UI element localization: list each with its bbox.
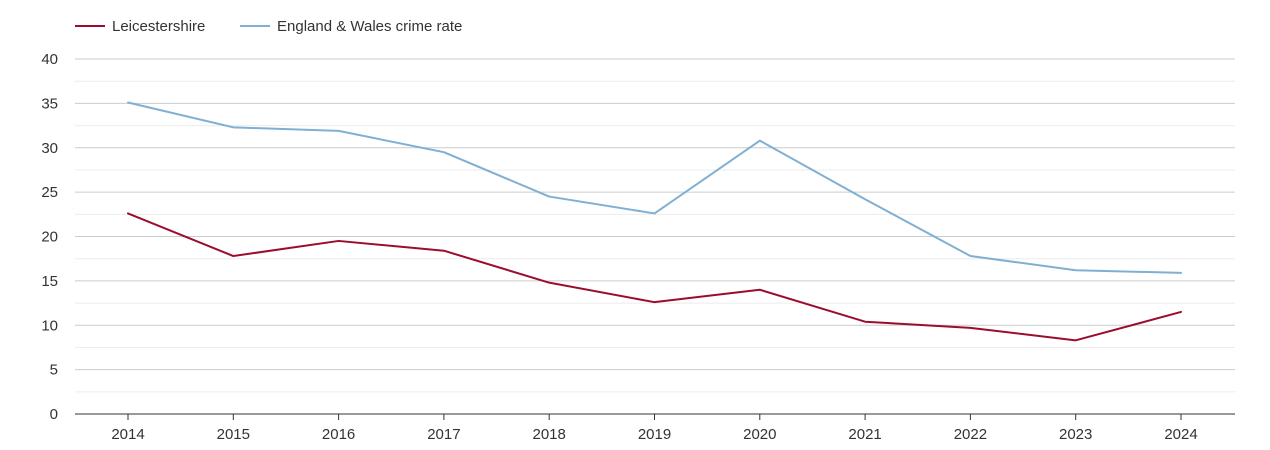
y-tick-label-25: 25 <box>41 184 58 201</box>
x-tick-label-2020: 2020 <box>743 426 776 443</box>
legend-label-leicestershire: Leicestershire <box>112 18 205 35</box>
y-tick-label-0: 0 <box>50 406 58 423</box>
x-tick-label-2022: 2022 <box>954 426 987 443</box>
legend-label-england-wales: England & Wales crime rate <box>277 18 462 35</box>
y-tick-label-15: 15 <box>41 273 58 290</box>
x-axis: 2014 2015 2016 2017 2018 2019 2020 2021 2022 2023… <box>75 413 1235 443</box>
y-tick-label-20: 20 <box>41 229 58 246</box>
x-tick-label-2019: 2019 <box>638 426 671 443</box>
x-tick-label-2024: 2024 <box>1164 426 1197 443</box>
y-tick-label-10: 10 <box>41 317 58 334</box>
series-line-leicestershire <box>127 212 1182 342</box>
x-tick-label-2023: 2023 <box>1059 426 1092 443</box>
x-tick-label-2016: 2016 <box>322 426 355 443</box>
y-tick-label-5: 5 <box>50 362 58 379</box>
y-tick-label-30: 30 <box>41 140 58 157</box>
y-axis: 0 5 10 15 20 25 30 35 40 <box>41 51 58 423</box>
x-tick-label-2015: 2015 <box>217 426 250 443</box>
y-tick-label-35: 35 <box>41 95 58 112</box>
y-tick-label-40: 40 <box>41 51 58 68</box>
x-tick-label-2014: 2014 <box>111 426 144 443</box>
legend: Leicestershire England & Wales crime rat… <box>75 18 462 35</box>
series-line-england-wales-crime-rate <box>127 101 1182 274</box>
x-tick-label-2017: 2017 <box>427 426 460 443</box>
x-tick-label-2021: 2021 <box>848 426 881 443</box>
gridlines <box>75 58 1235 393</box>
series-layer <box>127 101 1182 342</box>
x-tick-label-2018: 2018 <box>533 426 566 443</box>
